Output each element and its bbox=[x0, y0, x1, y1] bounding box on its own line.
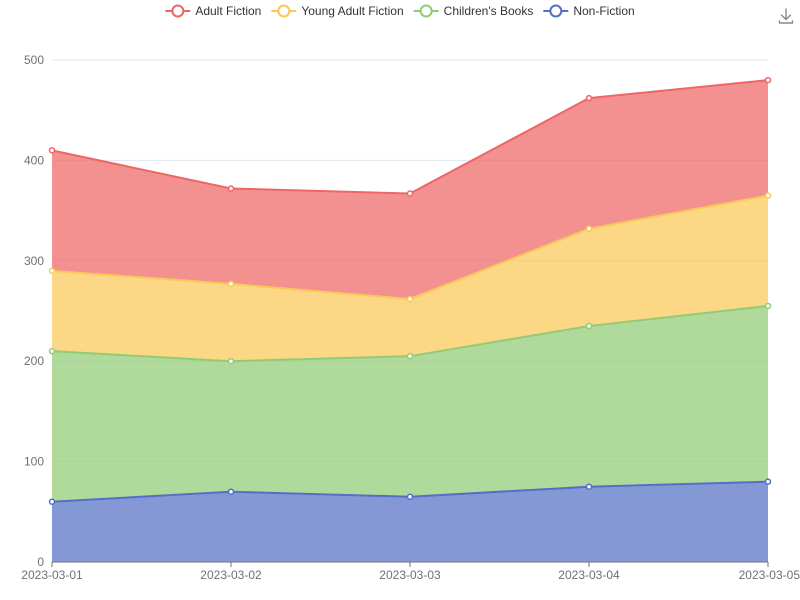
legend-item-non-fiction[interactable]: Non-Fiction bbox=[543, 4, 635, 18]
legend-label: Children's Books bbox=[444, 4, 534, 18]
area-children-s-books bbox=[52, 305, 768, 502]
data-point[interactable] bbox=[764, 76, 772, 84]
x-tick-label: 2023-03-01 bbox=[21, 568, 83, 582]
data-point[interactable] bbox=[48, 347, 56, 355]
x-tick-label: 2023-03-04 bbox=[558, 568, 620, 582]
data-point[interactable] bbox=[764, 478, 772, 485]
legend-circle-icon bbox=[419, 4, 433, 18]
y-tick-label: 0 bbox=[37, 555, 44, 569]
area-non-fiction bbox=[52, 481, 768, 562]
download-button[interactable] bbox=[776, 6, 796, 26]
data-point[interactable] bbox=[227, 280, 235, 288]
y-tick-label: 300 bbox=[24, 254, 44, 268]
data-point[interactable] bbox=[48, 498, 56, 506]
data-point[interactable] bbox=[227, 185, 235, 192]
legend-item-young-adult-fiction[interactable]: Young Adult Fiction bbox=[271, 4, 404, 18]
legend-circle-icon bbox=[549, 4, 563, 18]
download-icon[interactable] bbox=[776, 6, 796, 26]
legend[interactable]: Adult Fiction Young Adult Fiction Children… bbox=[165, 4, 635, 18]
y-tick-label: 400 bbox=[24, 153, 44, 167]
data-point[interactable] bbox=[48, 267, 56, 275]
legend-label: Adult Fiction bbox=[195, 4, 261, 18]
x-tick-label: 2023-03-05 bbox=[739, 568, 800, 582]
data-point[interactable] bbox=[227, 488, 235, 495]
area-young-adult-fiction bbox=[52, 195, 768, 362]
legend-label: Non-Fiction bbox=[573, 4, 634, 18]
axes: 0 100 200 300 400 500 2023-03-01 2023-03-02 2023… bbox=[21, 53, 800, 582]
data-point[interactable] bbox=[227, 357, 235, 365]
y-tick-label: 200 bbox=[24, 354, 44, 368]
data-point[interactable] bbox=[585, 322, 593, 330]
x-tick-label: 2023-03-02 bbox=[200, 568, 262, 582]
data-point[interactable] bbox=[406, 295, 414, 303]
data-point[interactable] bbox=[406, 190, 414, 197]
data-point[interactable] bbox=[764, 192, 772, 199]
data-point[interactable] bbox=[585, 225, 593, 232]
area-adult-fiction bbox=[52, 80, 768, 299]
y-tick-label: 500 bbox=[24, 53, 44, 67]
data-point[interactable] bbox=[764, 302, 772, 310]
legend-item-children-s-books[interactable]: Children's Books bbox=[413, 4, 534, 18]
data-point[interactable] bbox=[48, 147, 56, 154]
points bbox=[48, 76, 772, 506]
legend-label: Young Adult Fiction bbox=[301, 4, 403, 18]
legend-item-adult-fiction[interactable]: Adult Fiction bbox=[165, 4, 261, 18]
data-point[interactable] bbox=[585, 94, 593, 102]
legend-circle-icon bbox=[171, 4, 185, 18]
areas bbox=[52, 80, 768, 562]
data-point[interactable] bbox=[406, 352, 414, 360]
data-point[interactable] bbox=[406, 493, 414, 500]
y-tick-label: 100 bbox=[24, 455, 44, 469]
x-tick-label: 2023-03-03 bbox=[379, 568, 441, 582]
legend-circle-icon bbox=[277, 4, 291, 18]
data-point[interactable] bbox=[585, 483, 593, 490]
